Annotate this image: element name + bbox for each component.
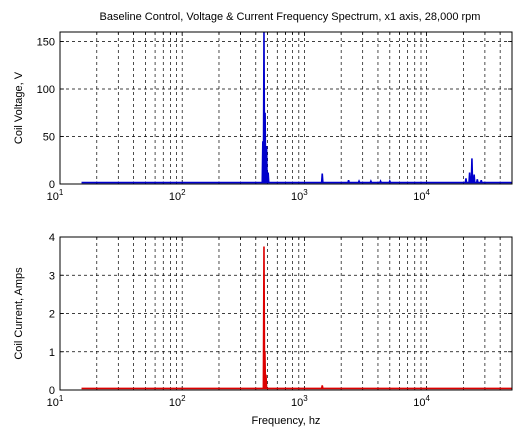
current-axes: 0 1 2 3 4 101 102 103 104 Coil Current, Amps Frequ… xyxy=(13,232,513,427)
voltage-ytick-label: 100 xyxy=(37,84,55,96)
current-xtick-label: 104 xyxy=(413,394,430,409)
voltage-ytick-label: 150 xyxy=(37,37,55,49)
current-xtick-label: 103 xyxy=(291,394,308,409)
current-ytick-label: 1 xyxy=(49,347,55,359)
voltage-xtick-label: 101 xyxy=(47,188,64,203)
voltage-ytick-label: 0 xyxy=(49,179,55,191)
figure-title: Baseline Control, Voltage & Current Freq… xyxy=(100,11,481,23)
current-ytick-label: 0 xyxy=(49,385,55,397)
current-xlabel: Frequency, hz xyxy=(252,415,321,427)
current-ytick-label: 2 xyxy=(49,309,55,321)
current-ytick-label: 3 xyxy=(49,270,55,282)
current-series-line xyxy=(81,246,512,390)
voltage-ylabel: Coil Voltage, V xyxy=(13,71,25,144)
voltage-axes: 0 50 100 150 101 102 103 104 Coil Voltage, V xyxy=(13,31,513,203)
voltage-grid xyxy=(60,32,512,185)
current-xtick-label: 101 xyxy=(47,394,64,409)
voltage-xtick-label: 104 xyxy=(413,188,430,203)
current-xtick-label: 102 xyxy=(169,394,186,409)
voltage-axes-box xyxy=(59,31,513,185)
voltage-xtick-label: 102 xyxy=(169,188,186,203)
current-ylabel: Coil Current, Amps xyxy=(13,267,25,360)
current-axes-box xyxy=(59,236,513,391)
voltage-ytick-label: 50 xyxy=(43,132,55,144)
current-grid xyxy=(60,236,512,391)
voltage-series-line xyxy=(81,31,512,184)
voltage-xtick-label: 103 xyxy=(291,188,308,203)
current-ytick-label: 4 xyxy=(49,232,55,244)
